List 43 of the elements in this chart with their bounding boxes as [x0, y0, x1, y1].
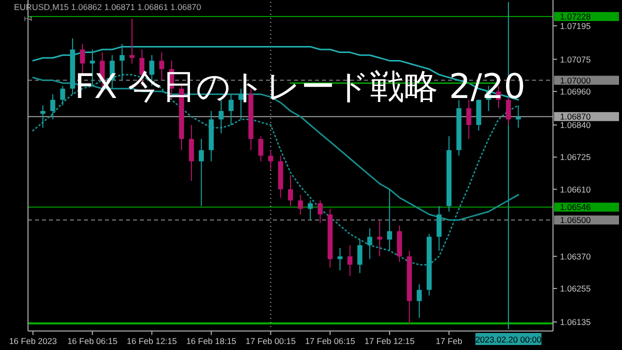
y-tick-label: 1.07195	[560, 20, 591, 31]
candlestick	[387, 188, 392, 252]
candlestick	[318, 200, 323, 224]
x-tick-label: 17 Feb 06:15	[305, 336, 356, 346]
y-tick-label: 1.06255	[560, 283, 591, 294]
x-tick-label: 16 Feb 06:15	[67, 336, 118, 346]
x-tick-label: 16 Feb 18:15	[186, 336, 237, 346]
ref-line-label: 1.07000	[560, 75, 591, 86]
ref-line-label: 1.06870	[560, 112, 591, 122]
candlestick	[268, 150, 274, 170]
candlestick	[357, 239, 362, 274]
candlestick	[347, 244, 352, 276]
x-tick-label: 2023.02.20 00:00	[475, 334, 542, 344]
candlestick	[298, 194, 303, 215]
y-tick-label: 1.06370	[560, 251, 591, 262]
candlestick	[516, 104, 521, 128]
y-tick-label: 1.06610	[560, 184, 591, 194]
candlestick	[50, 94, 56, 120]
y-tick-label: 1.06960	[560, 86, 591, 96]
candlestick	[367, 228, 372, 260]
y-tick-label: 1.06840	[560, 120, 591, 130]
ref-line-label: 1.06500	[560, 215, 591, 225]
y-tick-label: 1.07075	[560, 54, 591, 64]
x-tick-label: 17 Feb 00:15	[246, 336, 296, 346]
x-tick-label: 17 Feb	[436, 336, 462, 346]
y-tick-label: 1.06725	[560, 152, 591, 162]
candlestick	[436, 206, 442, 252]
ref-line-label: 1.06546	[560, 202, 591, 212]
candlestick	[416, 284, 422, 318]
x-tick-label: 17 Feb 12:15	[364, 336, 415, 346]
candlestick	[288, 174, 293, 207]
candlestick	[130, 18, 135, 64]
x-tick-label: 16 Feb 2023	[9, 336, 58, 346]
y-tick-label: 1.06135	[560, 317, 591, 328]
candlestick	[188, 124, 194, 182]
candlestick	[60, 85, 66, 106]
candlestick	[218, 99, 224, 134]
ref-line-label: 1.07228	[560, 12, 591, 22]
x-tick-label: 16 Feb 12:15	[126, 336, 178, 346]
candlestick	[40, 104, 46, 128]
candlestick	[258, 136, 264, 162]
candlestick	[198, 138, 204, 207]
candlestick	[308, 200, 313, 220]
